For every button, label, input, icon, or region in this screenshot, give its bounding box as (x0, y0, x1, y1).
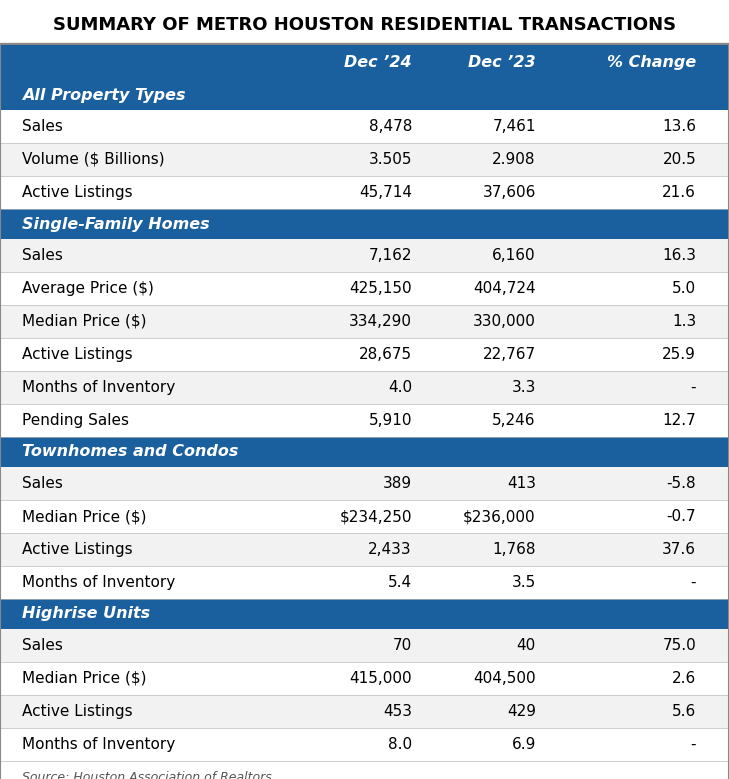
Bar (0, 533, 729, 566)
Text: % Change: % Change (607, 55, 696, 69)
Text: 28,675: 28,675 (359, 347, 412, 362)
Text: 13.6: 13.6 (662, 119, 696, 134)
Text: 8,478: 8,478 (369, 119, 412, 134)
Text: $234,250: $234,250 (340, 509, 412, 524)
Text: 389: 389 (383, 476, 412, 491)
Text: Sales: Sales (22, 248, 63, 263)
Text: 6.9: 6.9 (512, 737, 536, 752)
Bar (0, 110, 729, 143)
Text: 37.6: 37.6 (662, 542, 696, 557)
Text: Volume ($ Billions): Volume ($ Billions) (22, 152, 165, 167)
Text: 415,000: 415,000 (349, 671, 412, 686)
Text: Months of Inventory: Months of Inventory (22, 575, 175, 590)
Text: 7,162: 7,162 (368, 248, 412, 263)
Text: All Property Types: All Property Types (22, 87, 185, 103)
Text: 5.0: 5.0 (672, 281, 696, 296)
Text: 429: 429 (507, 704, 536, 719)
Text: 16.3: 16.3 (662, 248, 696, 263)
Bar (0, 305, 729, 338)
Text: 75.0: 75.0 (663, 638, 696, 653)
Text: 3.3: 3.3 (512, 380, 536, 395)
Text: -5.8: -5.8 (666, 476, 696, 491)
Text: Single-Family Homes: Single-Family Homes (22, 217, 209, 231)
Text: 413: 413 (507, 476, 536, 491)
Text: 5,246: 5,246 (492, 413, 536, 428)
Text: 1,768: 1,768 (492, 542, 536, 557)
Bar (0, 404, 729, 437)
Text: 5.4: 5.4 (388, 575, 412, 590)
Bar (0, 338, 729, 371)
Text: 21.6: 21.6 (663, 185, 696, 200)
Text: Dec ’24: Dec ’24 (344, 55, 412, 69)
Bar (0, 728, 729, 761)
Text: 5,910: 5,910 (368, 413, 412, 428)
Text: Median Price ($): Median Price ($) (22, 314, 147, 329)
Text: 3.5: 3.5 (512, 575, 536, 590)
Text: 20.5: 20.5 (663, 152, 696, 167)
Text: 6,160: 6,160 (492, 248, 536, 263)
Text: Median Price ($): Median Price ($) (22, 509, 147, 524)
Text: Active Listings: Active Listings (22, 185, 133, 200)
Bar (0, 629, 729, 662)
Bar (0, 467, 729, 500)
Text: 334,290: 334,290 (349, 314, 412, 329)
Text: 425,150: 425,150 (349, 281, 412, 296)
Text: Sales: Sales (22, 476, 63, 491)
Text: 8.0: 8.0 (388, 737, 412, 752)
Text: 25.9: 25.9 (663, 347, 696, 362)
Text: 22,767: 22,767 (483, 347, 536, 362)
Text: 3.505: 3.505 (368, 152, 412, 167)
Bar (0, 599, 729, 629)
Text: 4.0: 4.0 (388, 380, 412, 395)
Text: 37,606: 37,606 (483, 185, 536, 200)
Text: 7,461: 7,461 (492, 119, 536, 134)
Bar (0, 695, 729, 728)
Bar (0, 272, 729, 305)
Text: -0.7: -0.7 (666, 509, 696, 524)
Text: 2,433: 2,433 (368, 542, 412, 557)
Text: 5.6: 5.6 (672, 704, 696, 719)
Text: 404,500: 404,500 (473, 671, 536, 686)
Text: 40: 40 (517, 638, 536, 653)
Text: 2.908: 2.908 (492, 152, 536, 167)
Text: 404,724: 404,724 (473, 281, 536, 296)
Bar (0, 44, 729, 110)
Text: 12.7: 12.7 (663, 413, 696, 428)
Text: 453: 453 (383, 704, 412, 719)
Text: Highrise Units: Highrise Units (22, 607, 150, 622)
Bar (0, 371, 729, 404)
Text: 330,000: 330,000 (473, 314, 536, 329)
Text: $236,000: $236,000 (463, 509, 536, 524)
Bar (0, 239, 729, 272)
Text: Source: Houston Association of Realtors: Source: Houston Association of Realtors (22, 771, 272, 779)
Text: -: - (690, 575, 696, 590)
Text: -: - (690, 380, 696, 395)
Text: 45,714: 45,714 (359, 185, 412, 200)
Text: Townhomes and Condos: Townhomes and Condos (22, 445, 238, 460)
Bar (0, 209, 729, 239)
Text: Active Listings: Active Listings (22, 347, 133, 362)
Text: Average Price ($): Average Price ($) (22, 281, 154, 296)
Text: Sales: Sales (22, 638, 63, 653)
Text: 1.3: 1.3 (672, 314, 696, 329)
Bar (0, 143, 729, 176)
Text: Active Listings: Active Listings (22, 542, 133, 557)
Text: Sales: Sales (22, 119, 63, 134)
Bar (0, 500, 729, 533)
Bar (0, 662, 729, 695)
Text: -: - (690, 737, 696, 752)
Text: 70: 70 (393, 638, 412, 653)
Bar (0, 176, 729, 209)
Text: Active Listings: Active Listings (22, 704, 133, 719)
Bar (0, 437, 729, 467)
Text: 2.6: 2.6 (672, 671, 696, 686)
Text: Pending Sales: Pending Sales (22, 413, 129, 428)
Text: Median Price ($): Median Price ($) (22, 671, 147, 686)
Text: Dec ’23: Dec ’23 (468, 55, 536, 69)
Text: Months of Inventory: Months of Inventory (22, 737, 175, 752)
Text: SUMMARY OF METRO HOUSTON RESIDENTIAL TRANSACTIONS: SUMMARY OF METRO HOUSTON RESIDENTIAL TRA… (53, 16, 676, 34)
Bar (0, 566, 729, 599)
Text: Months of Inventory: Months of Inventory (22, 380, 175, 395)
